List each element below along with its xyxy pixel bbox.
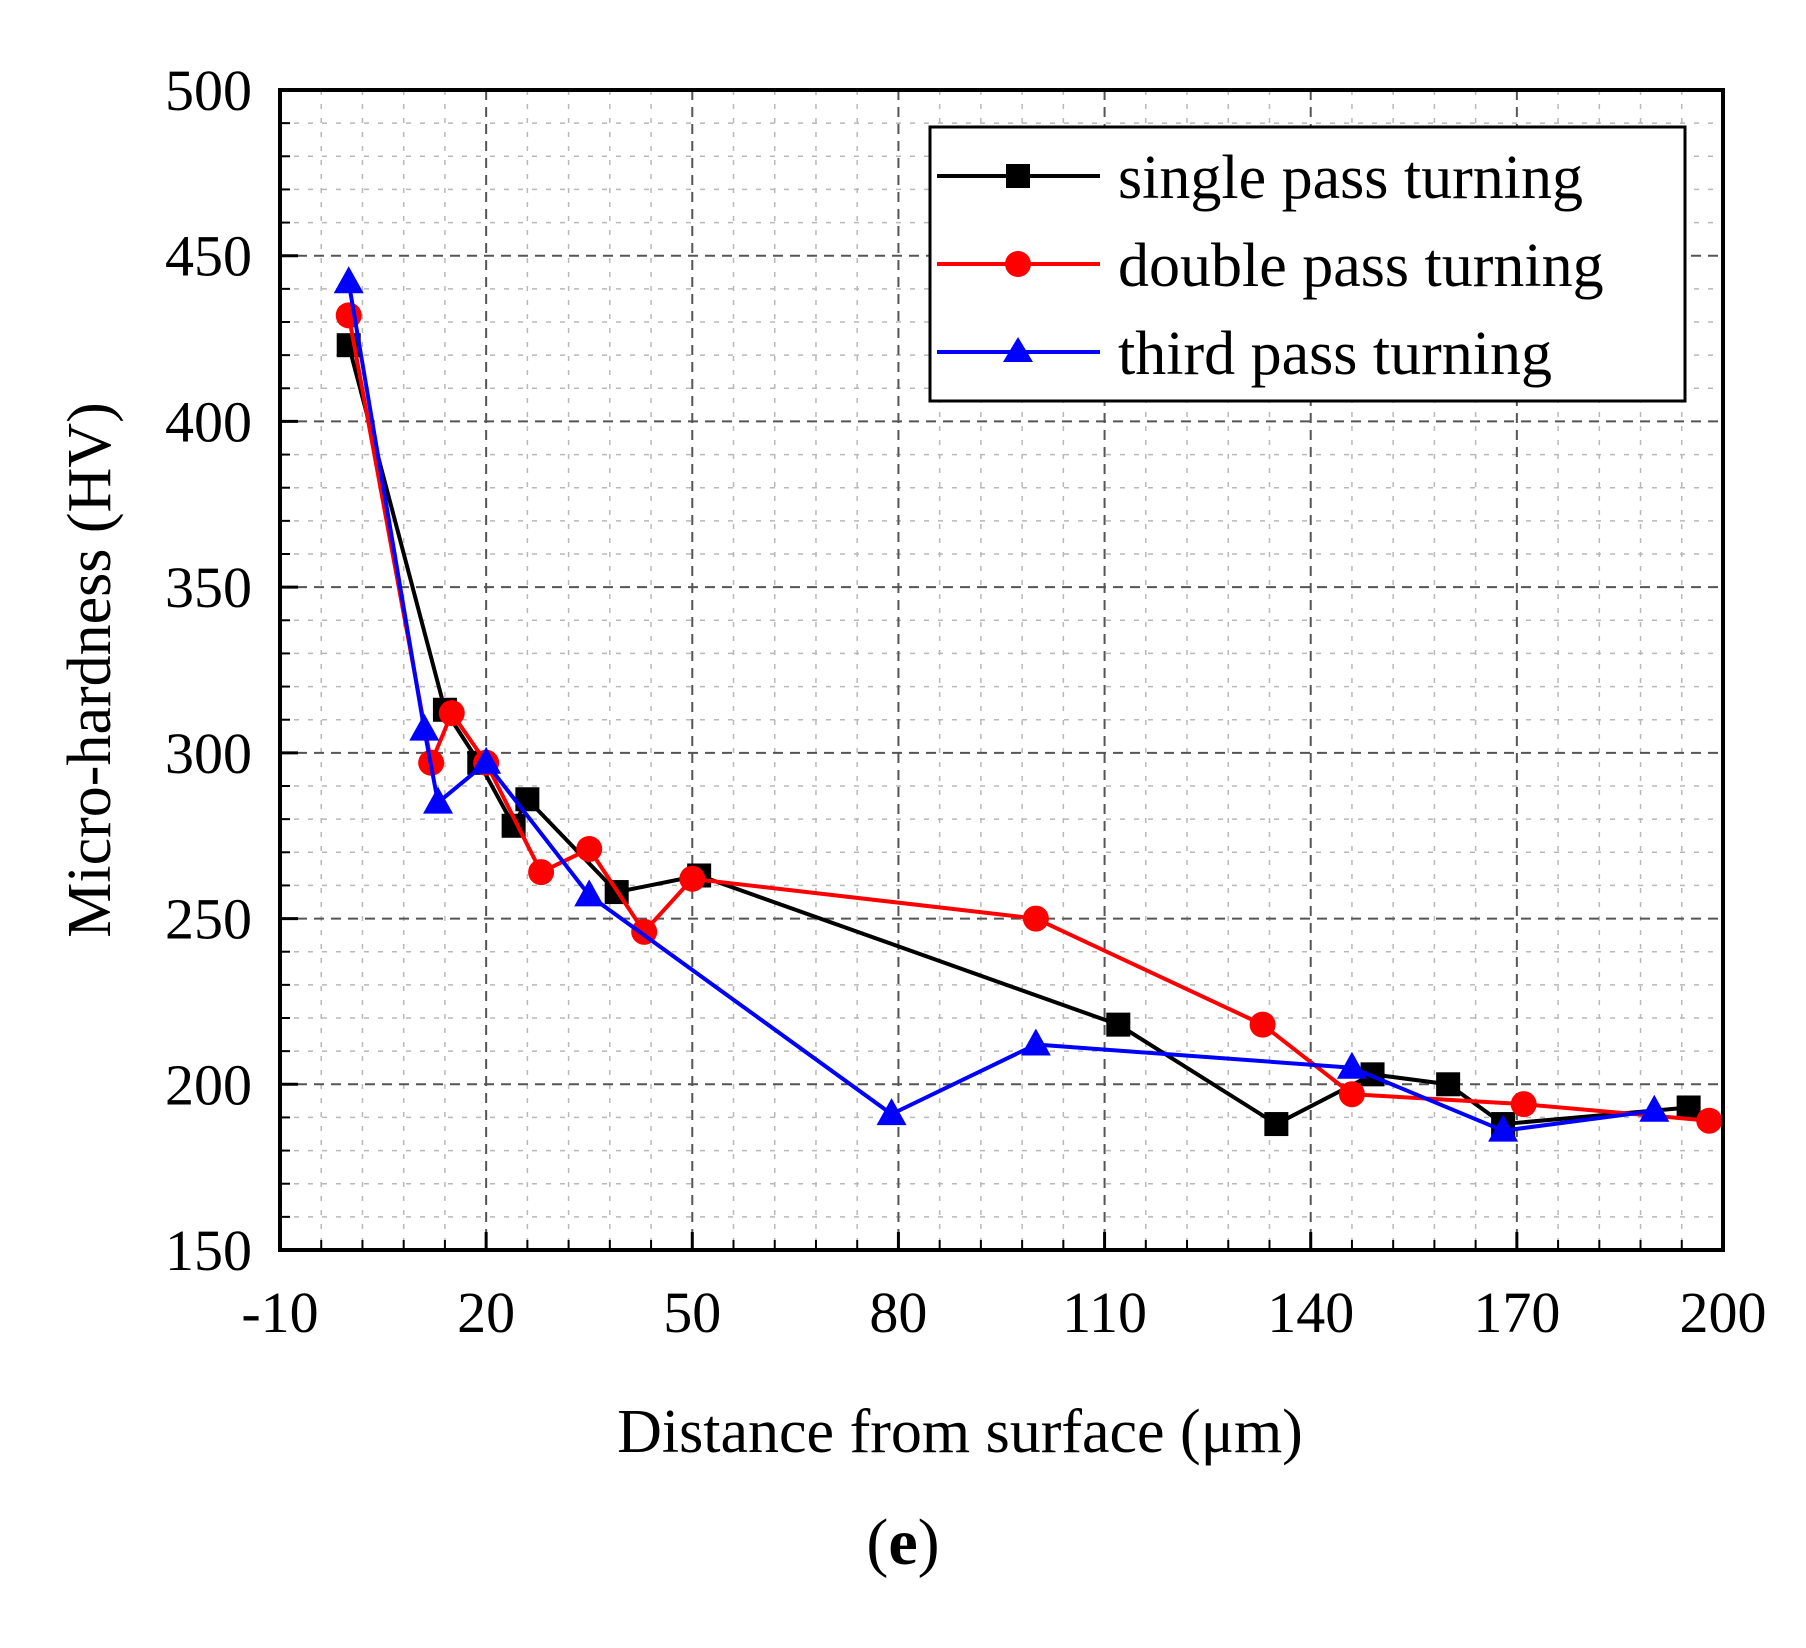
data-point-triangle [409, 713, 440, 741]
y-tick-label: 200 [165, 1052, 252, 1117]
data-point-triangle [423, 786, 454, 814]
x-tick-label: 20 [457, 1280, 515, 1345]
legend-marker-circle [1005, 251, 1031, 277]
plot-frame [278, 88, 1725, 1252]
legend: single pass turning double pass turning … [928, 125, 1687, 403]
x-tick-label: -10 [241, 1280, 318, 1345]
data-point-square [1264, 1112, 1289, 1137]
x-tick-label: 140 [1267, 1280, 1354, 1345]
figure-caption: (e) [0, 1505, 1806, 1581]
x-tick-labels: -10 20 50 80 110 140 170 200 [241, 1280, 1766, 1345]
series-circle [335, 302, 1723, 1134]
data-point-circle [1022, 905, 1049, 932]
series-triangle [333, 266, 1670, 1142]
y-axis-title: Micro-hardness (HV) [56, 402, 124, 937]
x-tick-label: 80 [869, 1280, 927, 1345]
data-point-triangle [1639, 1094, 1670, 1122]
data-point-circle [438, 700, 465, 727]
data-point-circle [528, 859, 555, 886]
data-point-square [1436, 1072, 1461, 1097]
x-tick-label: 170 [1473, 1280, 1560, 1345]
data-point-triangle [876, 1098, 907, 1126]
x-tick-label: 110 [1062, 1280, 1147, 1345]
data-point-square [1106, 1012, 1131, 1037]
x-tick-label: 200 [1680, 1280, 1767, 1345]
legend-label-double: double pass turning [1118, 232, 1604, 300]
legend-marker-square [1006, 164, 1030, 188]
x-axis-title: Distance from surface (μm) [617, 1398, 1303, 1466]
caption-close-paren: ) [917, 1506, 940, 1579]
data-point-square [1676, 1095, 1701, 1120]
data-point-circle [679, 865, 706, 892]
y-tick-label: 300 [165, 721, 252, 786]
caption-open-paren: ( [866, 1506, 889, 1579]
data-point-triangle [1020, 1028, 1051, 1056]
data-point-circle [1510, 1091, 1537, 1118]
y-tick-label: 250 [165, 887, 252, 952]
data-point-triangle [333, 266, 364, 294]
legend-entry-third: third pass turning [937, 320, 1552, 388]
legend-entry-double: double pass turning [937, 232, 1604, 300]
data-point-circle [1696, 1107, 1723, 1134]
x-tick-label: 50 [663, 1280, 721, 1345]
micro-hardness-line-chart: -10 20 50 80 110 140 170 200 150 200 250 300 350 400… [56, 58, 1767, 1466]
legend-label-single: single pass turning [1118, 144, 1583, 212]
y-tick-label: 350 [165, 555, 252, 620]
y-tick-label: 450 [165, 224, 252, 289]
caption-letter: e [888, 1506, 918, 1579]
y-tick-label: 500 [165, 58, 252, 123]
data-point-circle [576, 835, 603, 862]
data-point-triangle [1488, 1114, 1519, 1142]
y-tick-labels: 150 200 250 300 350 400 450 500 [165, 58, 252, 1283]
data-point-triangle [1336, 1051, 1367, 1079]
legend-label-third: third pass turning [1118, 320, 1552, 388]
data-point-triangle [574, 879, 605, 907]
legend-marker-triangle [1003, 337, 1033, 362]
minor-grid [280, 90, 1723, 1250]
y-tick-label: 150 [165, 1218, 252, 1283]
series-line [346, 281, 1655, 1133]
data-point-circle [1249, 1011, 1276, 1038]
legend-entry-single: single pass turning [937, 144, 1583, 212]
y-tick-label: 400 [165, 389, 252, 454]
series-layer [333, 266, 1723, 1142]
data-point-triangle [471, 746, 502, 774]
data-point-circle [1338, 1081, 1365, 1108]
